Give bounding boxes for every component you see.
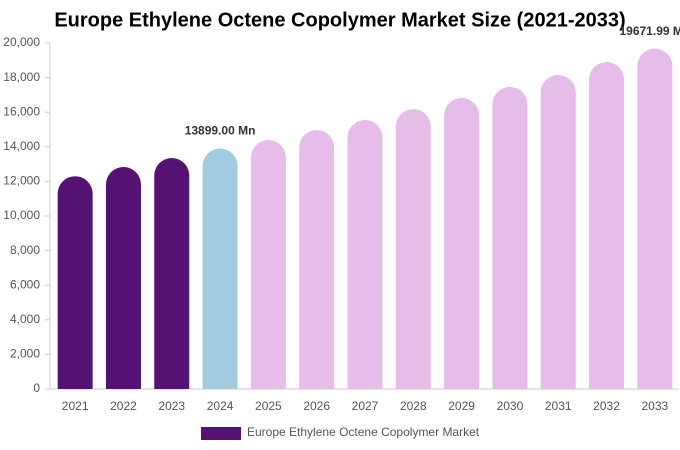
value-label: 13899.00 Mn — [185, 124, 256, 138]
x-tick-label: 2023 — [158, 399, 185, 413]
x-tick-label: 2027 — [352, 399, 379, 413]
y-tick-label: 20,000 — [3, 35, 40, 49]
y-tick-label: 10,000 — [3, 208, 40, 222]
x-tick-label: 2025 — [255, 399, 282, 413]
x-tick-label: 2021 — [62, 399, 89, 413]
bar — [57, 176, 93, 389]
x-tick-label: 2029 — [448, 399, 475, 413]
x-tick-label: 2031 — [545, 399, 572, 413]
bar — [540, 75, 576, 389]
bar — [347, 119, 383, 390]
y-tick-label: 16,000 — [3, 104, 40, 118]
y-tick-label: 0 — [33, 381, 40, 395]
bar — [637, 48, 673, 390]
legend-label: Europe Ethylene Octene Copolymer Market — [247, 425, 480, 439]
x-tick-label: 2033 — [641, 399, 668, 413]
y-tick-label: 4,000 — [10, 312, 40, 326]
y-tick-label: 14,000 — [3, 139, 40, 153]
bar — [589, 62, 625, 389]
chart-title: Europe Ethylene Octene Copolymer Market … — [54, 9, 625, 31]
y-tick-label: 12,000 — [3, 174, 40, 188]
y-tick-label: 8,000 — [10, 243, 40, 257]
legend-swatch — [201, 427, 241, 440]
bar — [492, 86, 528, 389]
x-tick-label: 2026 — [303, 399, 330, 413]
bar — [444, 98, 480, 389]
x-tick-label: 2024 — [207, 399, 234, 413]
bar — [154, 158, 190, 389]
y-tick-label: 18,000 — [3, 70, 40, 84]
x-tick-label: 2032 — [593, 399, 620, 413]
y-tick-label: 2,000 — [10, 347, 40, 361]
bar — [299, 130, 335, 390]
x-tick-label: 2028 — [400, 399, 427, 413]
bar — [395, 109, 431, 389]
x-tick-label: 2022 — [110, 399, 137, 413]
x-tick-label: 2030 — [497, 399, 524, 413]
bar — [105, 167, 141, 389]
y-tick-label: 6,000 — [10, 277, 40, 291]
value-label: 19671.99 Mn — [619, 24, 680, 38]
bar — [202, 148, 238, 389]
bar — [250, 140, 286, 389]
